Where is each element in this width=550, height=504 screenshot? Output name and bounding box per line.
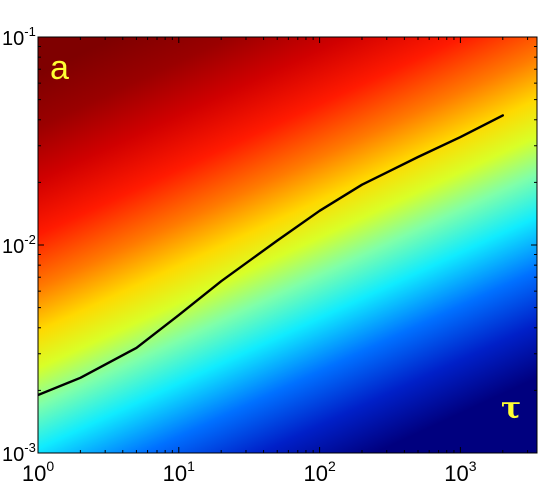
plot-area	[38, 37, 537, 453]
tick-exponent: -1	[24, 24, 36, 39]
panel-label: a	[50, 49, 69, 87]
y-tick-label: 10-3	[2, 440, 36, 466]
y-tick-label: 10-2	[2, 232, 36, 258]
tick-exponent: 2	[328, 458, 336, 474]
tick-exponent: 3	[469, 458, 477, 474]
y-tick-label: 10-1	[2, 24, 36, 50]
tick-base: 10	[22, 461, 46, 486]
x-tick-label: 102	[303, 458, 335, 486]
x-tick-label: 103	[444, 458, 476, 486]
tick-base: 10	[444, 461, 468, 486]
tau-label: τ	[501, 391, 521, 426]
tick-base: 10	[163, 461, 187, 486]
tick-exponent: -3	[24, 440, 36, 455]
tick-base: 10	[2, 236, 24, 258]
heatmap-field	[38, 37, 537, 453]
tick-exponent: 0	[46, 458, 54, 474]
boundary-curve	[38, 114, 504, 397]
x-tick-label: 100	[22, 458, 54, 486]
tick-exponent: 1	[187, 458, 195, 474]
x-tick-label: 101	[163, 458, 195, 486]
tick-base: 10	[303, 461, 327, 486]
tick-exponent: -2	[24, 232, 36, 247]
tick-base: 10	[2, 28, 24, 50]
tick-base: 10	[2, 444, 24, 466]
